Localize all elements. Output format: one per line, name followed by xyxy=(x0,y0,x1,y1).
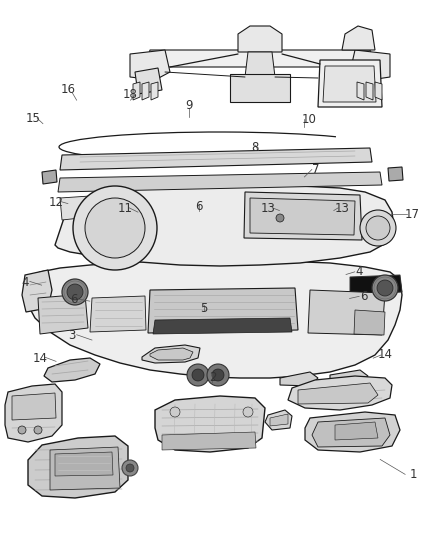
Polygon shape xyxy=(26,260,402,378)
Polygon shape xyxy=(350,50,390,80)
Text: 14: 14 xyxy=(33,352,48,365)
Polygon shape xyxy=(305,412,400,452)
Circle shape xyxy=(377,280,393,296)
Circle shape xyxy=(170,407,180,417)
Polygon shape xyxy=(270,414,288,426)
Polygon shape xyxy=(250,198,355,235)
Polygon shape xyxy=(245,52,275,77)
Polygon shape xyxy=(151,82,158,100)
Polygon shape xyxy=(145,50,375,67)
Polygon shape xyxy=(28,436,128,498)
Polygon shape xyxy=(335,422,378,440)
Polygon shape xyxy=(265,410,292,430)
Text: 12: 12 xyxy=(49,196,64,209)
Circle shape xyxy=(366,216,390,240)
Polygon shape xyxy=(133,82,140,100)
Polygon shape xyxy=(280,372,318,386)
Text: 13: 13 xyxy=(261,203,276,215)
Polygon shape xyxy=(366,82,373,100)
Text: 13: 13 xyxy=(335,203,350,215)
Polygon shape xyxy=(50,447,120,490)
Text: 10: 10 xyxy=(301,113,316,126)
Polygon shape xyxy=(318,60,382,107)
Text: 4: 4 xyxy=(21,276,29,289)
Polygon shape xyxy=(375,82,382,100)
Text: 15: 15 xyxy=(25,112,40,125)
Polygon shape xyxy=(388,167,403,181)
Text: 4: 4 xyxy=(355,265,363,278)
Text: 16: 16 xyxy=(60,83,75,96)
Circle shape xyxy=(360,210,396,246)
Polygon shape xyxy=(135,68,162,94)
Polygon shape xyxy=(312,418,390,447)
Polygon shape xyxy=(330,370,368,384)
Polygon shape xyxy=(130,50,170,80)
Polygon shape xyxy=(60,195,108,220)
Text: 2: 2 xyxy=(208,371,216,384)
Circle shape xyxy=(207,364,229,386)
Polygon shape xyxy=(44,358,100,382)
Text: 1: 1 xyxy=(410,468,418,481)
Text: 18: 18 xyxy=(123,88,138,101)
Text: 17: 17 xyxy=(404,208,419,221)
Text: 8: 8 xyxy=(251,141,258,154)
Circle shape xyxy=(34,426,42,434)
Polygon shape xyxy=(42,170,57,184)
Text: 5: 5 xyxy=(200,302,207,314)
Circle shape xyxy=(192,369,204,381)
Circle shape xyxy=(85,198,145,258)
Polygon shape xyxy=(244,192,362,240)
Polygon shape xyxy=(60,148,372,170)
Polygon shape xyxy=(153,318,292,334)
Polygon shape xyxy=(288,376,392,410)
Circle shape xyxy=(18,426,26,434)
Polygon shape xyxy=(155,396,265,452)
Polygon shape xyxy=(90,296,146,332)
Polygon shape xyxy=(22,270,52,312)
Circle shape xyxy=(67,284,83,300)
Circle shape xyxy=(62,279,88,305)
Polygon shape xyxy=(308,290,385,335)
Circle shape xyxy=(212,369,224,381)
Text: 11: 11 xyxy=(117,203,132,215)
Polygon shape xyxy=(298,383,378,404)
Polygon shape xyxy=(142,345,200,363)
Text: 6: 6 xyxy=(360,290,367,303)
Polygon shape xyxy=(238,26,282,52)
Circle shape xyxy=(126,464,134,472)
Polygon shape xyxy=(323,66,376,102)
Circle shape xyxy=(122,460,138,476)
Text: 7: 7 xyxy=(311,163,319,176)
Polygon shape xyxy=(150,348,193,360)
Text: 9: 9 xyxy=(185,99,193,111)
Text: 6: 6 xyxy=(195,200,203,213)
Text: 14: 14 xyxy=(378,349,393,361)
Circle shape xyxy=(187,364,209,386)
Polygon shape xyxy=(55,184,394,266)
Polygon shape xyxy=(148,288,298,333)
Circle shape xyxy=(372,275,398,301)
Circle shape xyxy=(276,214,284,222)
Circle shape xyxy=(243,407,253,417)
Polygon shape xyxy=(58,172,382,192)
Text: 6: 6 xyxy=(70,293,78,305)
Circle shape xyxy=(73,186,157,270)
Polygon shape xyxy=(350,275,402,295)
Polygon shape xyxy=(357,82,364,100)
Text: 3: 3 xyxy=(69,329,76,342)
Polygon shape xyxy=(342,26,375,50)
Polygon shape xyxy=(5,384,62,442)
Polygon shape xyxy=(12,393,56,420)
Polygon shape xyxy=(55,452,113,476)
Polygon shape xyxy=(354,310,385,335)
Polygon shape xyxy=(142,82,149,100)
Polygon shape xyxy=(230,74,290,102)
Polygon shape xyxy=(38,294,88,334)
Polygon shape xyxy=(162,432,256,450)
